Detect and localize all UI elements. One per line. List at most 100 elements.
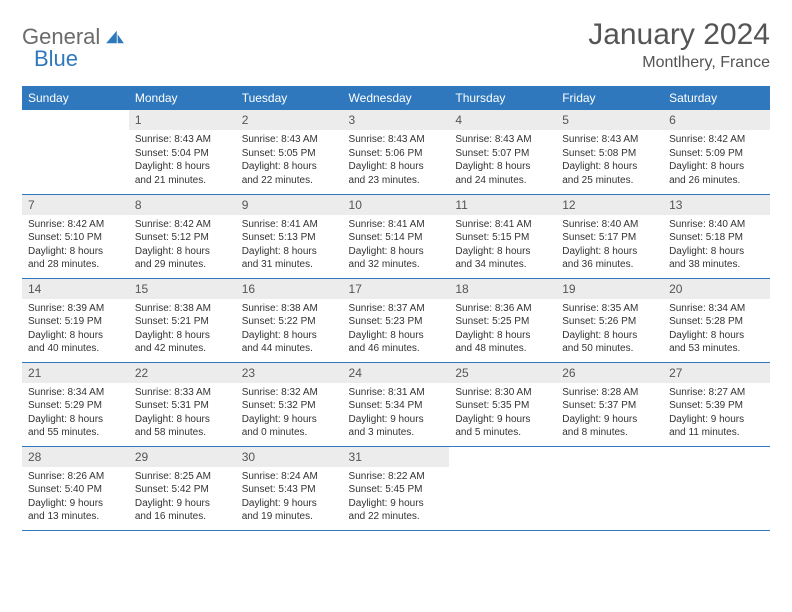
day-body: Sunrise: 8:42 AMSunset: 5:10 PMDaylight:… <box>22 215 129 278</box>
calendar-cell <box>663 446 770 530</box>
day-number: 19 <box>556 279 663 299</box>
day-body: Sunrise: 8:42 AMSunset: 5:09 PMDaylight:… <box>663 130 770 193</box>
day-body: Sunrise: 8:33 AMSunset: 5:31 PMDaylight:… <box>129 383 236 446</box>
day-body: Sunrise: 8:28 AMSunset: 5:37 PMDaylight:… <box>556 383 663 446</box>
calendar-body: 1Sunrise: 8:43 AMSunset: 5:04 PMDaylight… <box>22 110 770 530</box>
logo-text-blue: Blue <box>34 46 78 71</box>
day-body: Sunrise: 8:34 AMSunset: 5:29 PMDaylight:… <box>22 383 129 446</box>
day-body: Sunrise: 8:24 AMSunset: 5:43 PMDaylight:… <box>236 467 343 530</box>
day-number: 26 <box>556 363 663 383</box>
day-number: 14 <box>22 279 129 299</box>
month-title: January 2024 <box>588 18 770 52</box>
day-body: Sunrise: 8:39 AMSunset: 5:19 PMDaylight:… <box>22 299 129 362</box>
calendar-cell: 3Sunrise: 8:43 AMSunset: 5:06 PMDaylight… <box>343 110 450 194</box>
calendar-cell <box>556 446 663 530</box>
calendar-cell: 7Sunrise: 8:42 AMSunset: 5:10 PMDaylight… <box>22 194 129 278</box>
calendar-cell: 23Sunrise: 8:32 AMSunset: 5:32 PMDayligh… <box>236 362 343 446</box>
day-number: 21 <box>22 363 129 383</box>
day-body: Sunrise: 8:31 AMSunset: 5:34 PMDaylight:… <box>343 383 450 446</box>
calendar-cell: 17Sunrise: 8:37 AMSunset: 5:23 PMDayligh… <box>343 278 450 362</box>
day-number: 4 <box>449 110 556 130</box>
weekday-header: Saturday <box>663 86 770 110</box>
day-body: Sunrise: 8:38 AMSunset: 5:22 PMDaylight:… <box>236 299 343 362</box>
calendar-cell: 31Sunrise: 8:22 AMSunset: 5:45 PMDayligh… <box>343 446 450 530</box>
day-number: 3 <box>343 110 450 130</box>
day-body: Sunrise: 8:36 AMSunset: 5:25 PMDaylight:… <box>449 299 556 362</box>
calendar-cell: 5Sunrise: 8:43 AMSunset: 5:08 PMDaylight… <box>556 110 663 194</box>
calendar-cell: 8Sunrise: 8:42 AMSunset: 5:12 PMDaylight… <box>129 194 236 278</box>
day-number: 10 <box>343 195 450 215</box>
day-number: 28 <box>22 447 129 467</box>
day-body: Sunrise: 8:43 AMSunset: 5:06 PMDaylight:… <box>343 130 450 193</box>
header: General January 2024 Montlhery, France <box>22 18 770 72</box>
day-number: 24 <box>343 363 450 383</box>
calendar-week-row: 1Sunrise: 8:43 AMSunset: 5:04 PMDaylight… <box>22 110 770 194</box>
day-body: Sunrise: 8:41 AMSunset: 5:15 PMDaylight:… <box>449 215 556 278</box>
day-number: 9 <box>236 195 343 215</box>
day-body: Sunrise: 8:25 AMSunset: 5:42 PMDaylight:… <box>129 467 236 530</box>
calendar-cell: 14Sunrise: 8:39 AMSunset: 5:19 PMDayligh… <box>22 278 129 362</box>
calendar-cell: 4Sunrise: 8:43 AMSunset: 5:07 PMDaylight… <box>449 110 556 194</box>
calendar-week-row: 21Sunrise: 8:34 AMSunset: 5:29 PMDayligh… <box>22 362 770 446</box>
calendar-head: SundayMondayTuesdayWednesdayThursdayFrid… <box>22 86 770 110</box>
weekday-header: Monday <box>129 86 236 110</box>
day-body: Sunrise: 8:26 AMSunset: 5:40 PMDaylight:… <box>22 467 129 530</box>
day-number: 23 <box>236 363 343 383</box>
day-number: 25 <box>449 363 556 383</box>
title-block: January 2024 Montlhery, France <box>588 18 770 72</box>
day-number: 12 <box>556 195 663 215</box>
calendar-week-row: 7Sunrise: 8:42 AMSunset: 5:10 PMDaylight… <box>22 194 770 278</box>
calendar-cell: 11Sunrise: 8:41 AMSunset: 5:15 PMDayligh… <box>449 194 556 278</box>
day-body: Sunrise: 8:27 AMSunset: 5:39 PMDaylight:… <box>663 383 770 446</box>
day-body: Sunrise: 8:41 AMSunset: 5:13 PMDaylight:… <box>236 215 343 278</box>
calendar-cell: 15Sunrise: 8:38 AMSunset: 5:21 PMDayligh… <box>129 278 236 362</box>
day-number: 7 <box>22 195 129 215</box>
day-body: Sunrise: 8:43 AMSunset: 5:05 PMDaylight:… <box>236 130 343 193</box>
day-number: 17 <box>343 279 450 299</box>
location: Montlhery, France <box>588 54 770 72</box>
calendar-cell: 18Sunrise: 8:36 AMSunset: 5:25 PMDayligh… <box>449 278 556 362</box>
weekday-header: Wednesday <box>343 86 450 110</box>
calendar-cell: 12Sunrise: 8:40 AMSunset: 5:17 PMDayligh… <box>556 194 663 278</box>
day-number: 13 <box>663 195 770 215</box>
weekday-header: Tuesday <box>236 86 343 110</box>
calendar-table: SundayMondayTuesdayWednesdayThursdayFrid… <box>22 86 770 531</box>
calendar-cell: 9Sunrise: 8:41 AMSunset: 5:13 PMDaylight… <box>236 194 343 278</box>
day-body: Sunrise: 8:43 AMSunset: 5:07 PMDaylight:… <box>449 130 556 193</box>
day-body: Sunrise: 8:34 AMSunset: 5:28 PMDaylight:… <box>663 299 770 362</box>
day-number: 31 <box>343 447 450 467</box>
day-body: Sunrise: 8:37 AMSunset: 5:23 PMDaylight:… <box>343 299 450 362</box>
calendar-cell <box>22 110 129 194</box>
calendar-week-row: 14Sunrise: 8:39 AMSunset: 5:19 PMDayligh… <box>22 278 770 362</box>
day-number: 29 <box>129 447 236 467</box>
day-number: 5 <box>556 110 663 130</box>
day-body: Sunrise: 8:41 AMSunset: 5:14 PMDaylight:… <box>343 215 450 278</box>
calendar-cell: 29Sunrise: 8:25 AMSunset: 5:42 PMDayligh… <box>129 446 236 530</box>
day-body: Sunrise: 8:40 AMSunset: 5:18 PMDaylight:… <box>663 215 770 278</box>
calendar-cell: 16Sunrise: 8:38 AMSunset: 5:22 PMDayligh… <box>236 278 343 362</box>
day-body: Sunrise: 8:30 AMSunset: 5:35 PMDaylight:… <box>449 383 556 446</box>
day-body: Sunrise: 8:38 AMSunset: 5:21 PMDaylight:… <box>129 299 236 362</box>
day-number: 16 <box>236 279 343 299</box>
day-body: Sunrise: 8:32 AMSunset: 5:32 PMDaylight:… <box>236 383 343 446</box>
day-number: 27 <box>663 363 770 383</box>
calendar-week-row: 28Sunrise: 8:26 AMSunset: 5:40 PMDayligh… <box>22 446 770 530</box>
calendar-cell: 27Sunrise: 8:27 AMSunset: 5:39 PMDayligh… <box>663 362 770 446</box>
weekday-header: Sunday <box>22 86 129 110</box>
calendar-cell: 13Sunrise: 8:40 AMSunset: 5:18 PMDayligh… <box>663 194 770 278</box>
calendar-cell <box>449 446 556 530</box>
day-number: 18 <box>449 279 556 299</box>
day-body: Sunrise: 8:43 AMSunset: 5:08 PMDaylight:… <box>556 130 663 193</box>
calendar-cell: 22Sunrise: 8:33 AMSunset: 5:31 PMDayligh… <box>129 362 236 446</box>
calendar-cell: 2Sunrise: 8:43 AMSunset: 5:05 PMDaylight… <box>236 110 343 194</box>
day-number: 1 <box>129 110 236 130</box>
logo-text-blue-wrap: Blue <box>34 46 78 72</box>
day-body: Sunrise: 8:42 AMSunset: 5:12 PMDaylight:… <box>129 215 236 278</box>
calendar-cell: 1Sunrise: 8:43 AMSunset: 5:04 PMDaylight… <box>129 110 236 194</box>
sail-icon <box>104 29 126 45</box>
calendar-cell: 10Sunrise: 8:41 AMSunset: 5:14 PMDayligh… <box>343 194 450 278</box>
day-number: 22 <box>129 363 236 383</box>
weekday-row: SundayMondayTuesdayWednesdayThursdayFrid… <box>22 86 770 110</box>
day-number: 30 <box>236 447 343 467</box>
calendar-cell: 25Sunrise: 8:30 AMSunset: 5:35 PMDayligh… <box>449 362 556 446</box>
